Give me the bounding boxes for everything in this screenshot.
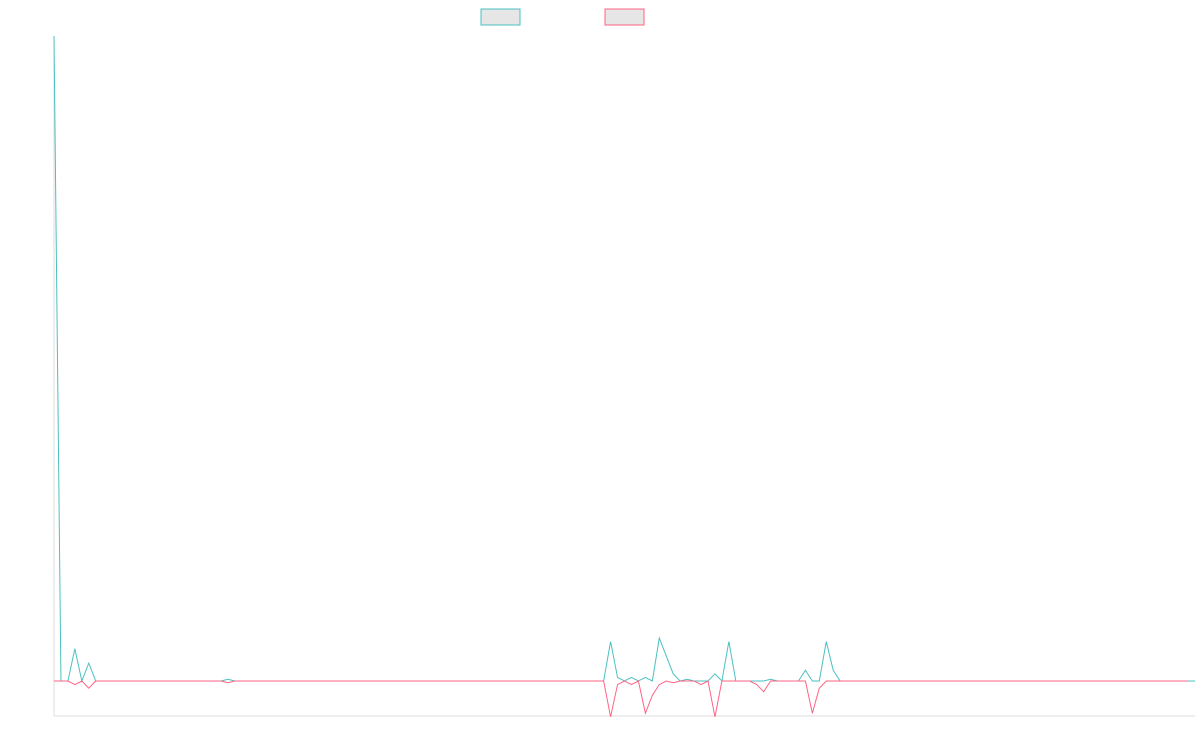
series-line-1 xyxy=(53,35,1195,683)
legend-swatch-2[interactable] xyxy=(604,8,645,26)
axes xyxy=(53,36,1195,717)
legend[interactable] xyxy=(480,8,645,26)
series-lines xyxy=(53,35,1195,717)
legend-swatch-1[interactable] xyxy=(480,8,521,26)
series-line-2 xyxy=(54,680,1189,717)
